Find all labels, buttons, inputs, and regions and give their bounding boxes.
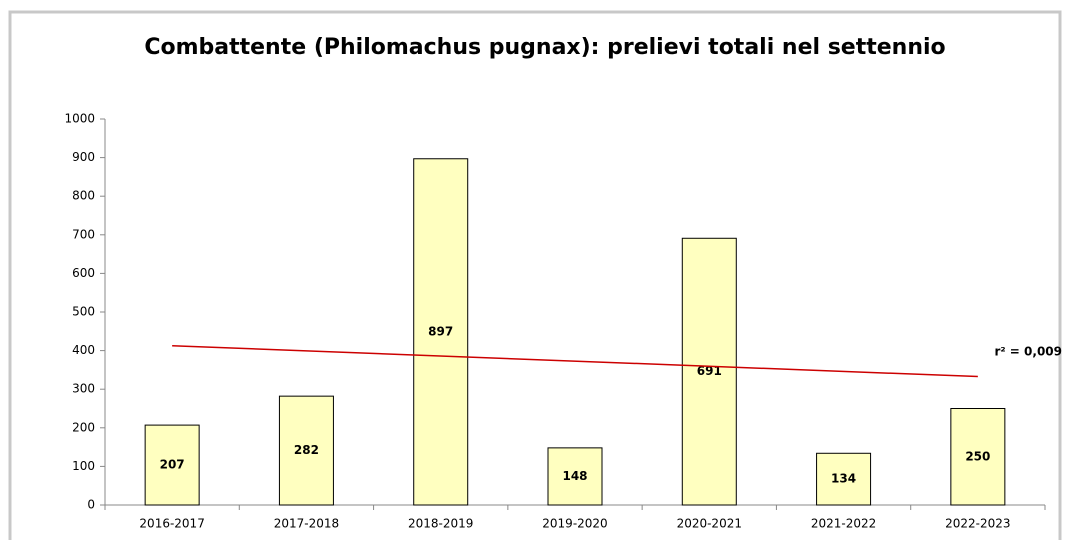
x-tick-label: 2018-2019: [408, 517, 473, 531]
chart-title: Combattente (Philomachus pugnax): prelie…: [144, 35, 945, 60]
bar: [144, 424, 200, 506]
y-tick-label: 600: [72, 266, 95, 280]
x-tick-label: 2016-2017: [139, 517, 204, 531]
y-tick-label: 200: [72, 420, 95, 434]
x-tick-label: 2020-2021: [677, 517, 742, 531]
y-tick-label: 300: [72, 382, 95, 396]
trendline: [172, 344, 978, 378]
y-tick-label: 800: [72, 189, 95, 203]
y-tick-label: 500: [72, 305, 95, 319]
y-tick-label: 100: [72, 459, 95, 473]
x-tick-label: 2021-2022: [811, 517, 876, 531]
y-tick-label: 0: [87, 498, 95, 512]
x-tick-label: 2017-2018: [274, 517, 339, 531]
value-label: 897: [428, 324, 453, 338]
value-label: 134: [831, 472, 856, 486]
x-tick-label: 2022-2023: [945, 517, 1010, 531]
bar: [413, 158, 469, 506]
value-label: 691: [697, 364, 722, 378]
value-label: 148: [562, 469, 587, 483]
y-tick-label: 900: [72, 150, 95, 164]
y-tick-label: 700: [72, 227, 95, 241]
trendline-label: r² = 0,009: [994, 345, 1062, 359]
bar: [547, 447, 603, 506]
bar: [816, 452, 872, 506]
y-tick-label: 1000: [64, 112, 95, 126]
y-tick-label: 400: [72, 343, 95, 357]
bar: [278, 395, 334, 506]
bar: [681, 237, 737, 506]
value-label: 250: [965, 449, 990, 463]
value-label: 282: [294, 443, 319, 457]
value-label: 207: [160, 458, 185, 472]
x-tick-label: 2019-2020: [542, 517, 607, 531]
bar: [950, 408, 1006, 506]
